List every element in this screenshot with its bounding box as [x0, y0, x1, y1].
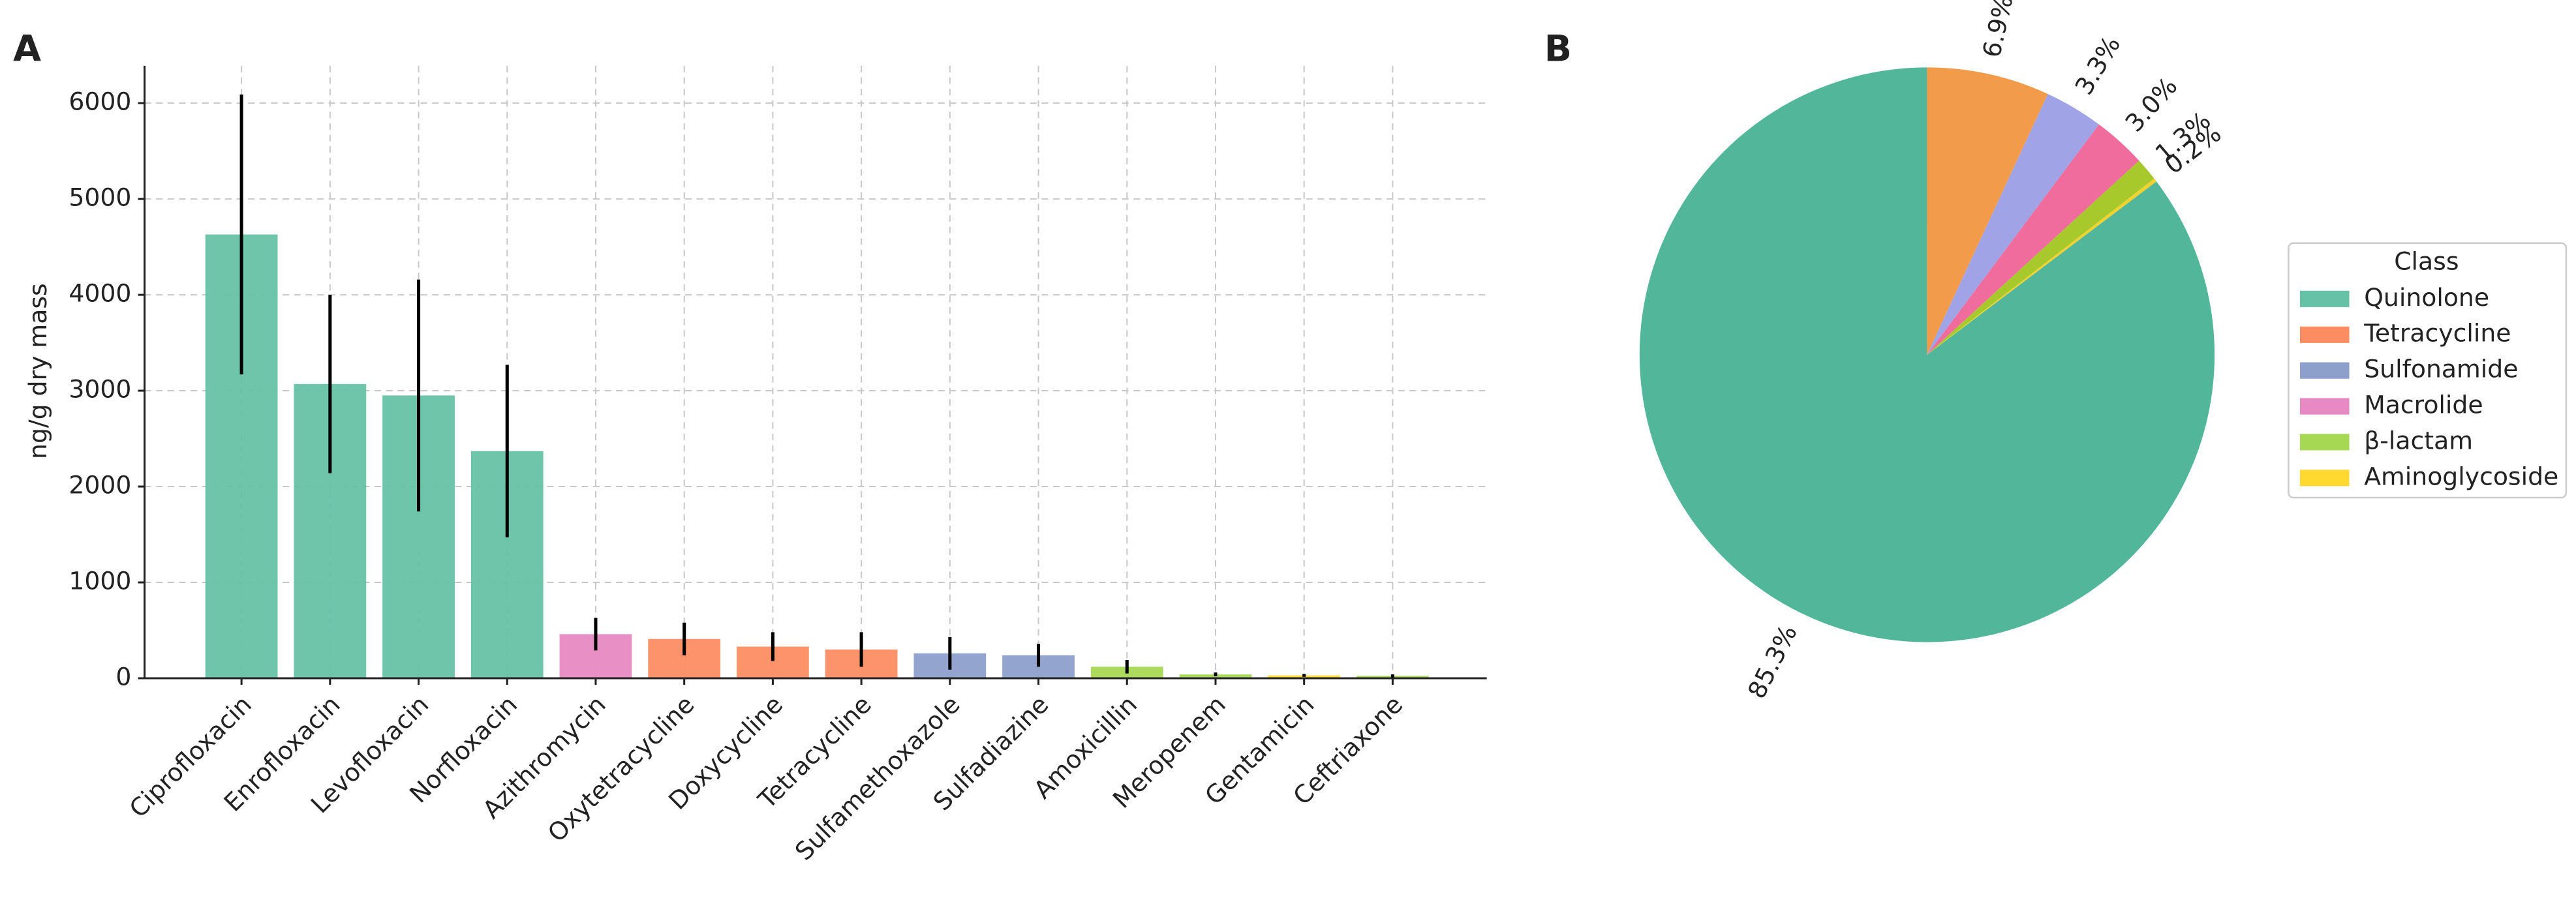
- y-tick-label: 2000: [69, 471, 131, 500]
- y-tick-label: 1000: [69, 567, 131, 595]
- legend-swatch: [2300, 362, 2350, 379]
- y-tick-label: 3000: [69, 375, 131, 404]
- pie-slice: [1927, 178, 2156, 355]
- pie-slice: [1927, 94, 2099, 355]
- panel-label: B: [1544, 28, 1572, 70]
- pie-slice: [1927, 67, 2048, 355]
- legend-swatch: [2300, 470, 2350, 487]
- x-tick-label: Sulfamethoxazole: [790, 690, 966, 866]
- y-axis-label: ng/g dry mass: [23, 283, 52, 459]
- panel-label: A: [13, 28, 41, 70]
- legend-label: Quinolone: [2364, 283, 2489, 312]
- slice-label: 85.3%: [1742, 620, 1803, 703]
- y-tick-label: 0: [115, 662, 131, 691]
- bar: [1179, 674, 1252, 678]
- pie-slice: [1639, 67, 2215, 642]
- legend-box: [2288, 242, 2568, 499]
- legend-swatch: [2300, 434, 2350, 451]
- pie-slice: [1927, 160, 2154, 355]
- legend-title: Class: [2394, 247, 2459, 275]
- y-tick-label: 5000: [69, 183, 131, 212]
- legend-label: Tetracycline: [2363, 319, 2511, 348]
- slice-label: 3.3%: [2069, 31, 2126, 100]
- legend-swatch: [2300, 290, 2350, 307]
- legend-swatch: [2300, 326, 2350, 343]
- legend-label: β-lactam: [2364, 426, 2473, 455]
- pie-slice: [1927, 124, 2139, 355]
- legend-label: Sulfonamide: [2364, 355, 2518, 383]
- x-tick-label: Oxytetracycline: [542, 690, 700, 848]
- slice-label: 6.9%: [1977, 0, 2019, 60]
- y-tick-label: 4000: [69, 279, 131, 308]
- legend-swatch: [2300, 398, 2350, 415]
- legend-label: Aminoglycoside: [2364, 462, 2558, 490]
- legend-label: Macrolide: [2364, 391, 2483, 419]
- y-tick-label: 6000: [69, 87, 131, 116]
